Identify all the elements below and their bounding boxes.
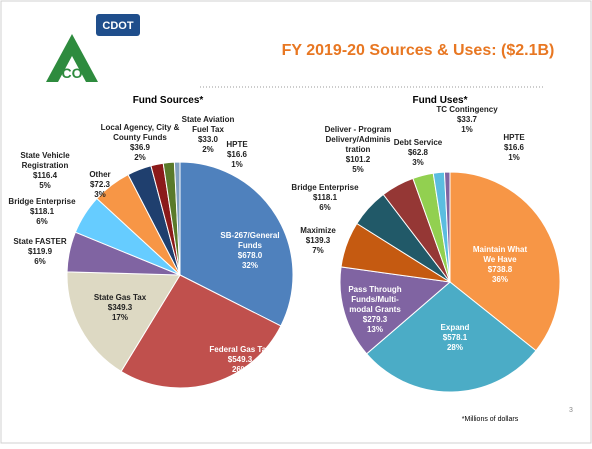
slice-label: Deliver - Program Delivery/Adminis tration (325, 125, 392, 154)
slice-value-label: $16.6 (504, 143, 525, 152)
slice-label: HPTE (503, 133, 525, 142)
slice-value-label: $139.3 (306, 236, 331, 245)
slice-value-label: $279.3 (363, 315, 388, 324)
slice-label: Other (89, 170, 110, 179)
slice-percent-label: 3% (94, 190, 106, 199)
slice-value-label: $33.7 (457, 115, 478, 124)
logo-peak (58, 56, 86, 82)
slice-value-label: $578.1 (443, 333, 468, 342)
slice-percent-label: 28% (447, 343, 463, 352)
logo-state: CO (62, 65, 83, 81)
slice-value-label: $738.8 (488, 265, 513, 274)
slice-value-label: $116.4 (33, 171, 58, 180)
pie-slice (66, 271, 181, 373)
slice-percent-label: 1% (461, 125, 473, 134)
pie-slice (173, 161, 181, 276)
slice-label: Bridge Enterprise (291, 183, 359, 192)
slice-label: SB-267/General Funds (220, 231, 279, 250)
slice-value-label: $36.9 (130, 143, 151, 152)
slice-value-label: $678.0 (238, 251, 263, 260)
slice-label: Maintain What We Have (473, 245, 528, 264)
slice-value-label: $72.3 (90, 180, 111, 189)
slice-value-label: $101.2 (346, 155, 371, 164)
slice-label: Expand (441, 323, 470, 332)
slice-percent-label: 13% (367, 325, 383, 334)
slice-percent-label: 7% (312, 246, 324, 255)
slice-label: State FASTER (13, 237, 67, 246)
page-number: 3 (569, 407, 573, 414)
slice-value-label: $118.1 (313, 193, 338, 202)
slice-value-label: $33.0 (198, 135, 219, 144)
slice-percent-label: 26% (232, 365, 248, 374)
logo-agency: CDOT (102, 20, 133, 32)
slice-label: Federal Gas Tax (209, 345, 271, 354)
slice-label: Local Agency, City & County Funds (101, 123, 180, 142)
slice-percent-label: 5% (39, 181, 51, 190)
pie-slice (365, 281, 537, 393)
slice-value-label: $62.8 (408, 148, 429, 157)
slice-percent-label: 17% (112, 313, 128, 322)
slice-percent-label: 3% (412, 158, 424, 167)
pie-slice (449, 171, 561, 352)
chart-title: Fund Sources* (133, 95, 204, 106)
slice-label: Debt Service (394, 138, 443, 147)
slice-percent-label: 36% (492, 275, 508, 284)
slice-percent-label: 1% (231, 160, 243, 169)
slice-percent-label: 1% (508, 153, 520, 162)
slice-percent-label: 32% (242, 261, 258, 270)
slice-percent-label: 2% (202, 145, 214, 154)
slice-percent-label: 5% (352, 165, 364, 174)
slice-value-label: $118.1 (30, 207, 55, 216)
slice-percent-label: 6% (34, 257, 46, 266)
slice-percent-label: 2% (134, 153, 146, 162)
footnote: *Millions of dollars (462, 416, 519, 423)
slice-label: Bridge Enterprise (8, 197, 76, 206)
slice-percent-label: 6% (319, 203, 331, 212)
slide-title: FY 2019-20 Sources & Uses: ($2.1B) (282, 42, 555, 59)
pie-slice (120, 274, 282, 389)
slice-label: Maximize (300, 226, 336, 235)
slice-label: TC Contingency (436, 105, 498, 114)
slice-label: Pass Through Funds/Multi-modal Grants (348, 285, 401, 314)
slice-value-label: $16.6 (227, 150, 248, 159)
slice-value-label: $549.3 (228, 355, 253, 364)
pie-slice (443, 171, 451, 283)
slice-value-label: $349.3 (108, 303, 133, 312)
pie-slice (339, 266, 452, 355)
slice-label: HPTE (226, 140, 248, 149)
logo-badge (96, 14, 140, 36)
logo: CO CDOT (46, 14, 140, 82)
chart-title: Fund Uses* (412, 95, 467, 106)
slice-label: State Gas Tax (94, 293, 147, 302)
slice-label: State Aviation Fuel Tax (182, 115, 235, 134)
slice-value-label: $119.9 (28, 247, 53, 256)
pie-slice (179, 161, 294, 327)
slice-label: State Vehicle Registration (20, 151, 70, 170)
slice-percent-label: 6% (36, 217, 48, 226)
